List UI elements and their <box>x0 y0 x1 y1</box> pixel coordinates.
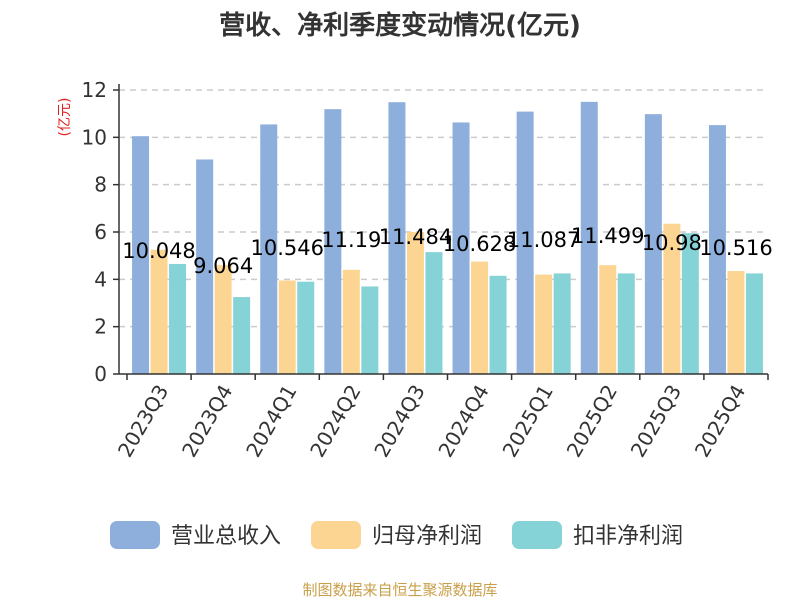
legend-swatch <box>311 521 361 549</box>
bar <box>169 263 187 374</box>
data-labels: 10.0489.06410.54611.1911.48410.62811.087… <box>122 224 772 278</box>
x-tick-label: 2023Q3 <box>113 381 173 462</box>
x-tick-label: 2024Q3 <box>369 381 429 462</box>
data-label: 10.516 <box>699 236 772 260</box>
x-tick-label: 2023Q4 <box>177 381 237 462</box>
data-label: 11.19 <box>321 228 381 252</box>
data-label: 10.98 <box>642 231 702 255</box>
data-label: 9.064 <box>193 254 253 278</box>
data-label: 10.628 <box>443 232 516 256</box>
bar <box>471 261 489 374</box>
y-tick-label: 8 <box>94 173 107 197</box>
bar <box>278 280 296 374</box>
legend-label: 归母净利润 <box>372 524 482 549</box>
x-tick-label: 2024Q4 <box>433 381 493 462</box>
bar <box>535 274 553 374</box>
bar <box>489 275 507 374</box>
legend-label: 扣非净利润 <box>573 524 683 549</box>
bar <box>324 109 342 375</box>
legend-label: 营业总收入 <box>171 524 281 549</box>
data-label: 11.484 <box>379 225 452 249</box>
bar <box>150 249 168 374</box>
axes <box>118 84 768 375</box>
y-tick-label: 0 <box>94 362 107 386</box>
y-axis-label: (亿元) <box>57 98 73 137</box>
bar <box>663 223 681 374</box>
x-tick-label: 2025Q1 <box>498 381 558 462</box>
bar <box>260 124 278 374</box>
data-label: 10.546 <box>251 236 324 260</box>
bar <box>361 286 379 374</box>
bar <box>727 271 745 374</box>
y-tick-label: 6 <box>94 220 107 244</box>
bar <box>745 273 763 374</box>
x-tick-label: 2025Q4 <box>690 381 750 462</box>
bars <box>132 101 763 375</box>
legend: 营业总收入 归母净利润 扣非净利润 <box>110 521 683 549</box>
y-tick-label: 10 <box>82 125 107 149</box>
source-note: 制图数据来自恒生聚源数据库 <box>302 581 497 599</box>
data-label: 11.087 <box>507 228 580 252</box>
x-tick-label: 2024Q2 <box>305 381 365 462</box>
y-tick-label: 4 <box>94 267 107 291</box>
data-label: 11.499 <box>571 224 644 248</box>
bar <box>516 111 534 374</box>
x-tick-label: 2025Q2 <box>562 381 622 462</box>
bar <box>132 136 150 374</box>
bar <box>297 281 315 374</box>
data-label: 10.048 <box>122 239 195 263</box>
x-axis-ticks: 2023Q3 2023Q4 2024Q1 2024Q2 2024Q3 2024Q4 2025… <box>113 374 769 462</box>
bar <box>644 114 662 374</box>
bar <box>708 125 726 374</box>
bar <box>599 265 617 374</box>
bar <box>553 273 571 374</box>
bar <box>580 101 598 375</box>
bar <box>196 159 214 374</box>
y-tick-label: 12 <box>82 78 107 102</box>
x-tick-label: 2025Q3 <box>626 381 686 462</box>
y-tick-label: 2 <box>94 315 107 339</box>
bar <box>452 122 470 374</box>
bar <box>233 297 251 374</box>
y-axis-ticks: 0 2 4 6 8 10 12 <box>82 78 119 386</box>
bar <box>617 273 635 374</box>
bar <box>681 233 699 374</box>
chart-title: 营收、净利季度变动情况(亿元) <box>219 10 581 41</box>
x-tick-label: 2024Q1 <box>241 381 301 462</box>
legend-swatch <box>110 521 160 549</box>
bar <box>406 232 424 374</box>
legend-swatch <box>512 521 562 549</box>
bar <box>388 102 406 374</box>
bar <box>214 265 232 374</box>
bar <box>342 269 360 374</box>
bar <box>425 252 443 374</box>
